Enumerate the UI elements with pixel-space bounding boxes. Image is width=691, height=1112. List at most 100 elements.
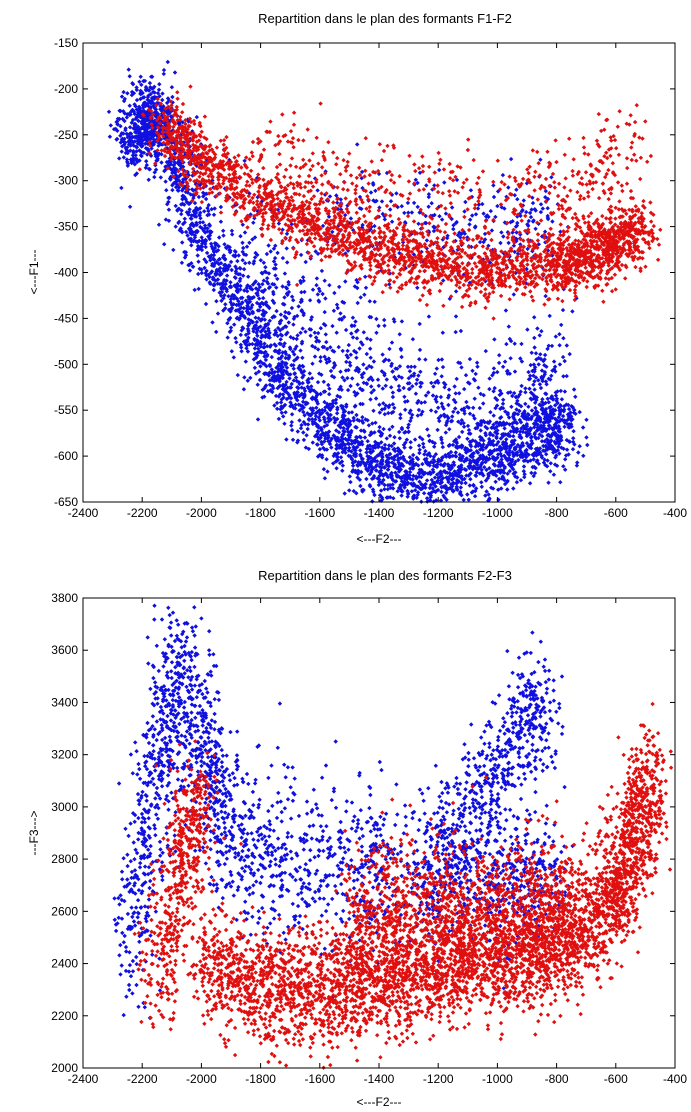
data-point [407, 469, 413, 475]
data-point [246, 296, 252, 302]
data-point [526, 404, 531, 409]
data-point [274, 400, 280, 406]
data-point [563, 467, 568, 472]
data-point [234, 340, 239, 345]
data-point [368, 446, 373, 452]
data-point [209, 241, 214, 246]
data-point [441, 493, 446, 498]
data-point [479, 484, 484, 490]
data-point [228, 280, 233, 285]
data-point [351, 418, 356, 423]
data-point [537, 432, 542, 437]
data-point [512, 390, 517, 396]
data-point [117, 156, 122, 161]
data-point [350, 463, 356, 469]
data-point [382, 465, 387, 470]
data-point [555, 448, 560, 453]
data-point [341, 425, 346, 431]
data-point [505, 487, 510, 492]
data-point [538, 450, 543, 455]
data-point [232, 322, 237, 327]
data-point [184, 210, 190, 215]
chart-title: Repartition dans le plan des formants F1… [258, 11, 512, 26]
data-point [291, 378, 297, 383]
data-point [246, 335, 251, 340]
data-point [516, 457, 521, 463]
data-point [521, 464, 527, 469]
data-point [127, 204, 133, 209]
data-point [280, 392, 286, 397]
data-point [427, 485, 433, 491]
data-point [171, 247, 176, 253]
data-point [484, 467, 489, 473]
data-point [372, 492, 377, 498]
data-point [439, 484, 444, 490]
data-point [358, 428, 364, 433]
data-point [146, 177, 151, 182]
data-point [267, 363, 273, 369]
data-point [566, 402, 571, 408]
data-point [384, 436, 389, 441]
data-point [513, 474, 518, 479]
data-point [260, 387, 265, 392]
data-point [416, 443, 422, 448]
data-point [454, 484, 459, 489]
data-point [230, 232, 235, 237]
data-point [494, 424, 499, 430]
data-point [584, 417, 589, 423]
data-point [219, 271, 224, 277]
data-point [575, 460, 580, 465]
data-point [163, 142, 168, 147]
data-point [233, 308, 239, 313]
data-point [508, 429, 513, 434]
data-point [517, 432, 522, 438]
data-point [204, 273, 209, 278]
data-point [329, 445, 334, 450]
data-point [570, 405, 575, 410]
data-point [278, 337, 283, 342]
data-point [542, 416, 547, 421]
data-point [499, 486, 504, 491]
data-point [131, 126, 136, 131]
data-point [245, 378, 250, 383]
data-point [256, 346, 261, 352]
scatter-chart-f1-f2: Repartition dans le plan des formants F1… [27, 11, 687, 546]
data-point [527, 386, 532, 391]
data-point [447, 466, 452, 472]
data-point [300, 355, 305, 361]
data-point [517, 417, 522, 423]
data-point [245, 326, 251, 332]
data-point [222, 242, 227, 247]
data-point [482, 465, 487, 470]
data-point [288, 400, 293, 405]
data-point [556, 415, 561, 420]
data-point [106, 109, 112, 114]
data-point [413, 488, 418, 493]
data-point [226, 317, 232, 323]
data-point [358, 453, 363, 459]
data-point [205, 229, 210, 234]
data-point [225, 335, 230, 340]
data-point [393, 470, 398, 475]
data-point [557, 451, 562, 456]
data-point [491, 413, 496, 418]
data-point [531, 453, 536, 459]
data-point [547, 418, 552, 424]
data-point [253, 315, 258, 320]
data-point [395, 489, 400, 494]
data-point [228, 284, 233, 289]
data-point [277, 379, 282, 384]
data-point [420, 461, 425, 467]
data-point [392, 435, 397, 440]
data-point [518, 478, 524, 483]
data-point [376, 479, 382, 485]
data-point [385, 467, 391, 472]
data-point [289, 427, 295, 433]
data-point [207, 229, 213, 234]
data-point [526, 432, 531, 438]
data-point [268, 343, 274, 348]
data-point [224, 265, 229, 270]
data-point [417, 479, 422, 484]
data-point [255, 417, 261, 422]
data-point [160, 91, 165, 96]
